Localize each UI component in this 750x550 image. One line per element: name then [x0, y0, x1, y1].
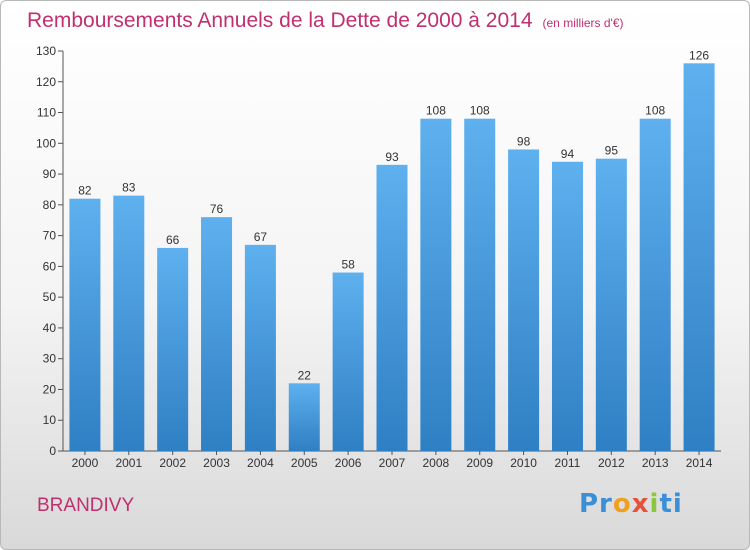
y-tick-label: 30	[43, 352, 57, 366]
chart-title-text: Remboursements Annuels de la Dette de 20…	[27, 9, 533, 32]
bar	[508, 149, 540, 451]
y-tick-label: 10	[43, 413, 57, 427]
chart-title: Remboursements Annuels de la Dette de 20…	[27, 9, 624, 33]
y-tick-label: 110	[37, 106, 56, 120]
bar	[464, 118, 496, 451]
bar	[683, 63, 715, 452]
bar	[595, 158, 627, 451]
x-tick-label: 2010	[510, 456, 537, 470]
proxiti-logo: Proxiti	[579, 489, 683, 519]
x-tick-label: 2007	[379, 456, 406, 470]
bar-value-label: 93	[385, 150, 399, 164]
x-tick-label: 2013	[642, 456, 669, 470]
y-tick-label: 0	[49, 444, 56, 458]
y-tick-label: 120	[36, 75, 56, 89]
bar	[244, 244, 276, 451]
bar	[420, 118, 452, 451]
bar	[639, 118, 671, 451]
x-tick-label: 2012	[598, 456, 625, 470]
y-tick-label: 90	[43, 167, 57, 181]
y-tick-label: 100	[36, 136, 56, 150]
bar	[113, 195, 145, 451]
bar	[201, 217, 233, 451]
bar-value-label: 76	[210, 202, 224, 216]
bar-value-label: 95	[605, 144, 619, 158]
x-tick-label: 2006	[335, 456, 362, 470]
bar-value-label: 67	[254, 230, 268, 244]
bar-value-label: 58	[341, 258, 355, 272]
x-tick-label: 2011	[555, 456, 581, 470]
bar-value-label: 82	[78, 184, 92, 198]
y-tick-label: 130	[36, 44, 56, 58]
bar	[332, 272, 364, 451]
bar-value-label: 22	[298, 368, 312, 382]
bar	[376, 164, 408, 451]
y-tick-label: 60	[43, 259, 57, 273]
bar	[157, 247, 189, 451]
bar-value-label: 66	[166, 233, 180, 247]
x-tick-label: 2008	[423, 456, 450, 470]
x-tick-label: 2003	[203, 456, 230, 470]
bar	[69, 198, 101, 451]
y-tick-label: 40	[43, 321, 57, 335]
x-tick-label: 2002	[159, 456, 186, 470]
bar-value-label: 126	[689, 48, 709, 62]
bar-value-label: 108	[426, 104, 446, 118]
bar-value-label: 98	[517, 134, 531, 148]
x-tick-label: 2005	[291, 456, 318, 470]
bar-value-label: 108	[645, 104, 665, 118]
x-tick-label: 2004	[247, 456, 274, 470]
place-name: BRANDIVY	[37, 495, 135, 516]
y-tick-label: 50	[43, 290, 57, 304]
unit-note: (en milliers d'€)	[542, 16, 624, 30]
bar-value-label: 94	[561, 147, 575, 161]
x-tick-label: 2009	[466, 456, 493, 470]
x-tick-label: 2014	[686, 456, 713, 470]
x-tick-label: 2000	[72, 456, 99, 470]
bar-value-label: 83	[122, 181, 136, 195]
bar	[288, 383, 320, 451]
y-tick-label: 20	[43, 382, 57, 396]
bar	[551, 161, 583, 451]
x-tick-label: 2001	[115, 456, 142, 470]
bar-value-label: 108	[470, 104, 490, 118]
y-tick-label: 80	[43, 198, 57, 212]
y-tick-label: 70	[43, 229, 57, 243]
